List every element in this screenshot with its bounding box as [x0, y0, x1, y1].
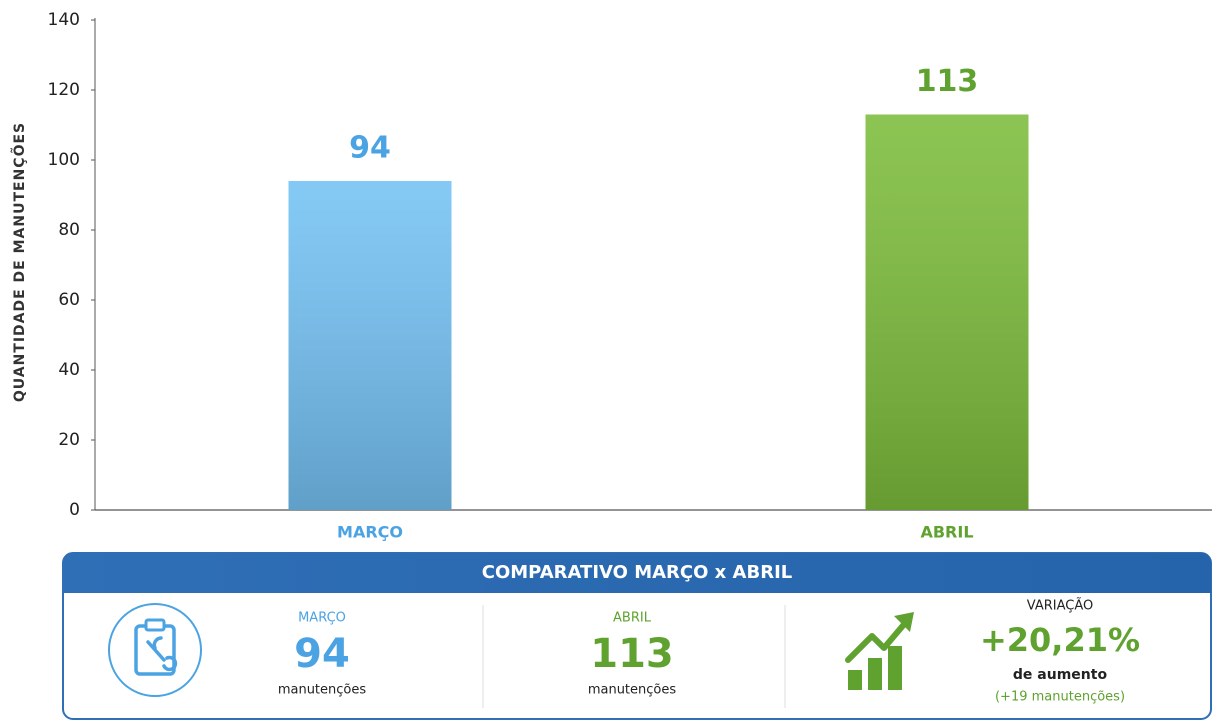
- summary-panel: COMPARATIVO MARÇO x ABRIL MARÇO 94 manut…: [62, 552, 1212, 720]
- variation-detail: (+19 manutenções): [995, 690, 1125, 705]
- bar-shade: [865, 114, 1029, 510]
- y-tick-label: 60: [58, 290, 80, 310]
- y-tick-label: 40: [58, 360, 80, 380]
- march-value: 94: [294, 631, 350, 677]
- april-unit: manutenções: [588, 683, 677, 698]
- bar-shade: [288, 181, 452, 510]
- panel-title: COMPARATIVO MARÇO x ABRIL: [482, 562, 792, 583]
- value-label: 94: [349, 131, 391, 166]
- variation-value: +20,21%: [980, 621, 1140, 659]
- y-tick-label: 80: [58, 220, 80, 240]
- value-label: 113: [916, 64, 979, 99]
- y-tick-label: 120: [48, 80, 80, 100]
- variation-caption: de aumento: [1013, 667, 1108, 683]
- y-tick-label: 140: [48, 10, 80, 30]
- x-tick-label: MARÇO: [337, 523, 403, 542]
- april-value: 113: [590, 631, 674, 677]
- panel-header: [63, 553, 1211, 593]
- y-axis-label: QUANTIDADE DE MANUTENÇÕES: [10, 122, 28, 402]
- y-tick-label: 20: [58, 430, 80, 450]
- y-tick-label: 0: [69, 500, 80, 520]
- variation-label: VARIAÇÃO: [1027, 598, 1093, 614]
- april-label: ABRIL: [613, 611, 652, 626]
- clipboard-icon: [108, 603, 202, 697]
- growth-icon: [845, 612, 914, 690]
- march-label: MARÇO: [298, 611, 346, 626]
- y-tick-label: 100: [48, 150, 80, 170]
- march-unit: manutenções: [278, 683, 367, 698]
- x-tick-label: ABRIL: [920, 523, 973, 542]
